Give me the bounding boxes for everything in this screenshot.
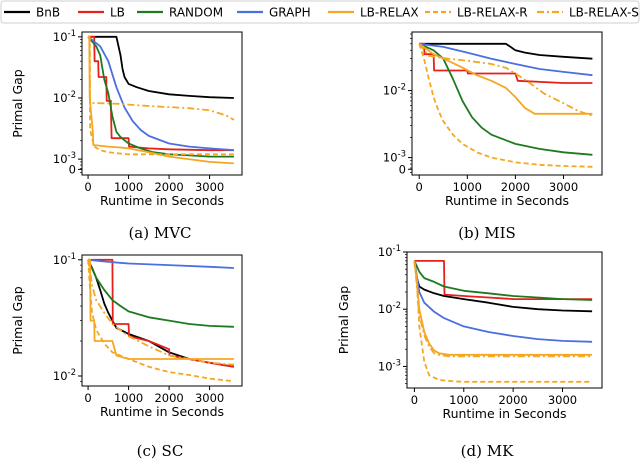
- y-tick-label: 10-3: [53, 151, 76, 166]
- series-line-graph: [87, 36, 234, 152]
- series-line-bnb: [88, 35, 234, 99]
- x-tick-label: 2000: [498, 393, 527, 407]
- legend-entry: LB-RELAX: [328, 6, 419, 20]
- x-tick-label: 0: [84, 391, 91, 405]
- caption-mvc: (a) MVC: [128, 224, 191, 242]
- y-tick-label: 10-1: [53, 252, 76, 267]
- caption-sc: (c) SC: [137, 442, 184, 460]
- caption-mk: (d) MK: [461, 442, 514, 460]
- x-tick-label: 2000: [154, 180, 183, 194]
- legend-entry: LB-RELAX-S: [537, 6, 639, 20]
- series-line-lb-relax: [418, 43, 593, 115]
- y-tick-label: 10-1: [53, 29, 76, 44]
- legend-label-graph: GRAPH: [269, 6, 311, 20]
- series-line-graph: [88, 258, 234, 269]
- y-axis-label: Primal Gap: [10, 69, 25, 138]
- x-tick-label: 3000: [195, 391, 224, 405]
- legend-entry: BnB: [4, 6, 60, 20]
- y-axis-label: Primal Gap: [336, 286, 351, 355]
- series-line-lb-relax-s: [413, 260, 593, 358]
- series-line-random: [413, 260, 593, 301]
- plot-frame: [411, 31, 603, 176]
- y-tick-label: 10-1: [378, 244, 401, 259]
- legend-frame: [0, 0, 640, 24]
- series-line-lb: [414, 259, 593, 301]
- x-tick-label: 0: [411, 393, 418, 407]
- y-axis-label: Primal Gap: [10, 286, 25, 355]
- y-tick-label-zero: 0: [69, 162, 76, 176]
- x-tick-label: 1000: [114, 391, 143, 405]
- series-line-graph: [419, 42, 593, 77]
- x-axis-label: Runtime in Seconds: [100, 193, 224, 208]
- series-line-bnb: [87, 259, 235, 368]
- x-tick-label: 0: [416, 180, 423, 194]
- x-tick-label: 1000: [114, 180, 143, 194]
- series-line-bnb: [419, 42, 593, 60]
- x-tick-label: 3000: [195, 180, 224, 194]
- x-tick-label: 3000: [548, 393, 577, 407]
- y-tick-label-zero: 0: [399, 162, 406, 176]
- x-tick-label: 2000: [154, 391, 183, 405]
- series-line-random: [87, 259, 234, 328]
- y-tick-label: 10-2: [383, 83, 406, 98]
- x-tick-label: 3000: [549, 180, 578, 194]
- series-line-lb-relax-s: [87, 259, 234, 366]
- y-tick-label: 10-3: [378, 358, 401, 373]
- x-tick-label: 1000: [449, 393, 478, 407]
- series-line-lb-relax-r: [87, 259, 234, 383]
- panel-sc: 0 1000 2000 3000 10-1 10-2 Runtime in Seconds P…: [10, 252, 243, 419]
- caption-mis: (b) MIS: [458, 224, 516, 242]
- x-tick-label: 0: [84, 180, 91, 194]
- legend-label-bnb: BnB: [36, 6, 60, 20]
- legend-label-lb: LB: [110, 6, 125, 20]
- legend-label-lb-relax: LB-RELAX: [360, 6, 419, 20]
- series-line-lb-relax-r: [88, 35, 234, 156]
- x-axis-label: Runtime in Seconds: [445, 193, 569, 208]
- legend-entry: GRAPH: [237, 6, 311, 20]
- legend: BnB LB RANDOM GRAPH LB-RELAX LB-RELAX-R …: [0, 0, 640, 24]
- y-tick-label: 10-2: [53, 90, 76, 105]
- series-line-lb-relax-r: [413, 260, 593, 383]
- legend-entry: LB-RELAX-R: [425, 6, 528, 20]
- legend-entry: LB: [78, 6, 125, 20]
- x-axis-label: Runtime in Seconds: [442, 406, 566, 421]
- legend-entry: RANDOM: [137, 6, 223, 20]
- series-line-graph: [413, 260, 593, 343]
- series-line-lb-relax-s: [418, 43, 593, 117]
- series-line-lb: [88, 258, 235, 368]
- series-line-random: [418, 42, 593, 156]
- y-tick-label: 10-2: [378, 301, 401, 316]
- series-line-lb: [88, 35, 234, 152]
- legend-label-lb-relax-s: LB-RELAX-S: [569, 6, 639, 20]
- plot-frame: [81, 254, 243, 387]
- x-tick-label: 1000: [453, 180, 482, 194]
- legend-label-lb-relax-r: LB-RELAX-R: [457, 6, 528, 20]
- series-line-lb-relax-s: [88, 35, 235, 121]
- legend-label-random: RANDOM: [169, 6, 223, 20]
- y-tick-label: 10-3: [383, 150, 406, 165]
- plot-frame: [81, 31, 243, 176]
- series-line-lb-relax: [88, 258, 234, 360]
- x-axis-label: Runtime in Seconds: [100, 404, 224, 419]
- x-tick-label: 2000: [501, 180, 530, 194]
- plot-frame: [406, 251, 603, 389]
- series-line-lb-relax-r: [418, 43, 593, 168]
- y-tick-label: 10-2: [53, 368, 76, 383]
- panel-mk: 0 1000 2000 3000 10-1 10-2 10-3 Runtime in Seco…: [336, 244, 603, 421]
